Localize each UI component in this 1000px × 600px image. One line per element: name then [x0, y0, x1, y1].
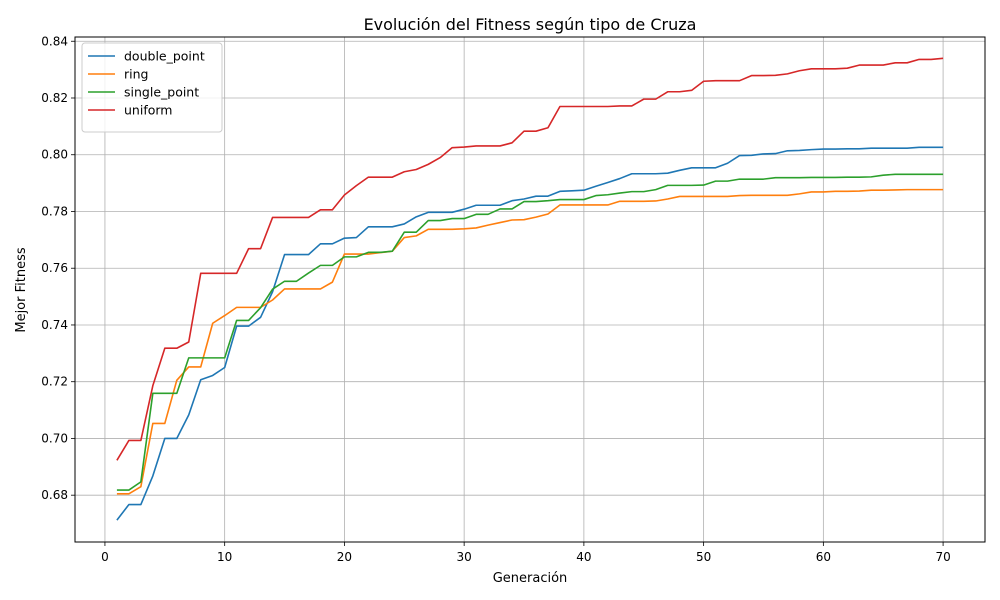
- legend-label-ring: ring: [124, 67, 148, 82]
- y-tick-label: 0.80: [41, 148, 68, 162]
- x-tick-label: 40: [576, 550, 591, 564]
- series-lines: [116, 57, 944, 521]
- series-line-double-point: [116, 146, 944, 521]
- legend-label-uniform: uniform: [124, 103, 172, 118]
- x-tick-label: 30: [457, 550, 472, 564]
- x-tick-label: 0: [101, 550, 109, 564]
- y-tick-label: 0.76: [41, 261, 68, 275]
- y-tick-label: 0.70: [41, 431, 68, 445]
- x-tick-label: 60: [816, 550, 831, 564]
- x-tick-label: 10: [217, 550, 232, 564]
- y-tick-label: 0.74: [41, 318, 68, 332]
- y-tick-label: 0.78: [41, 204, 68, 218]
- y-tick-label: 0.84: [41, 34, 68, 48]
- series-line-single-point: [116, 173, 944, 491]
- y-tick-label: 0.68: [41, 488, 68, 502]
- plot-frame: [74, 36, 986, 543]
- series-line-ring: [116, 188, 944, 495]
- legend-label-double-point: double_point: [124, 49, 205, 64]
- y-tick-label: 0.82: [41, 91, 68, 105]
- series-line-uniform: [116, 57, 944, 461]
- y-axis-label: Mejor Fitness: [14, 247, 29, 333]
- x-axis-label: Generación: [493, 571, 568, 586]
- legend-box: [81, 42, 223, 133]
- grid-lines: [75, 37, 985, 542]
- axis-ticks: 0 10 20 30 40 50 60 70 0.68 0.70 0.72 0.74 0.76 0.78 0…: [41, 34, 950, 564]
- y-tick-label: 0.72: [41, 375, 68, 389]
- x-tick-label: 70: [935, 550, 950, 564]
- chart-title: Evolución del Fitness según tipo de Cruz…: [364, 15, 697, 34]
- x-tick-label: 50: [696, 550, 711, 564]
- legend-label-single-point: single_point: [124, 85, 199, 100]
- x-tick-label: 20: [337, 550, 352, 564]
